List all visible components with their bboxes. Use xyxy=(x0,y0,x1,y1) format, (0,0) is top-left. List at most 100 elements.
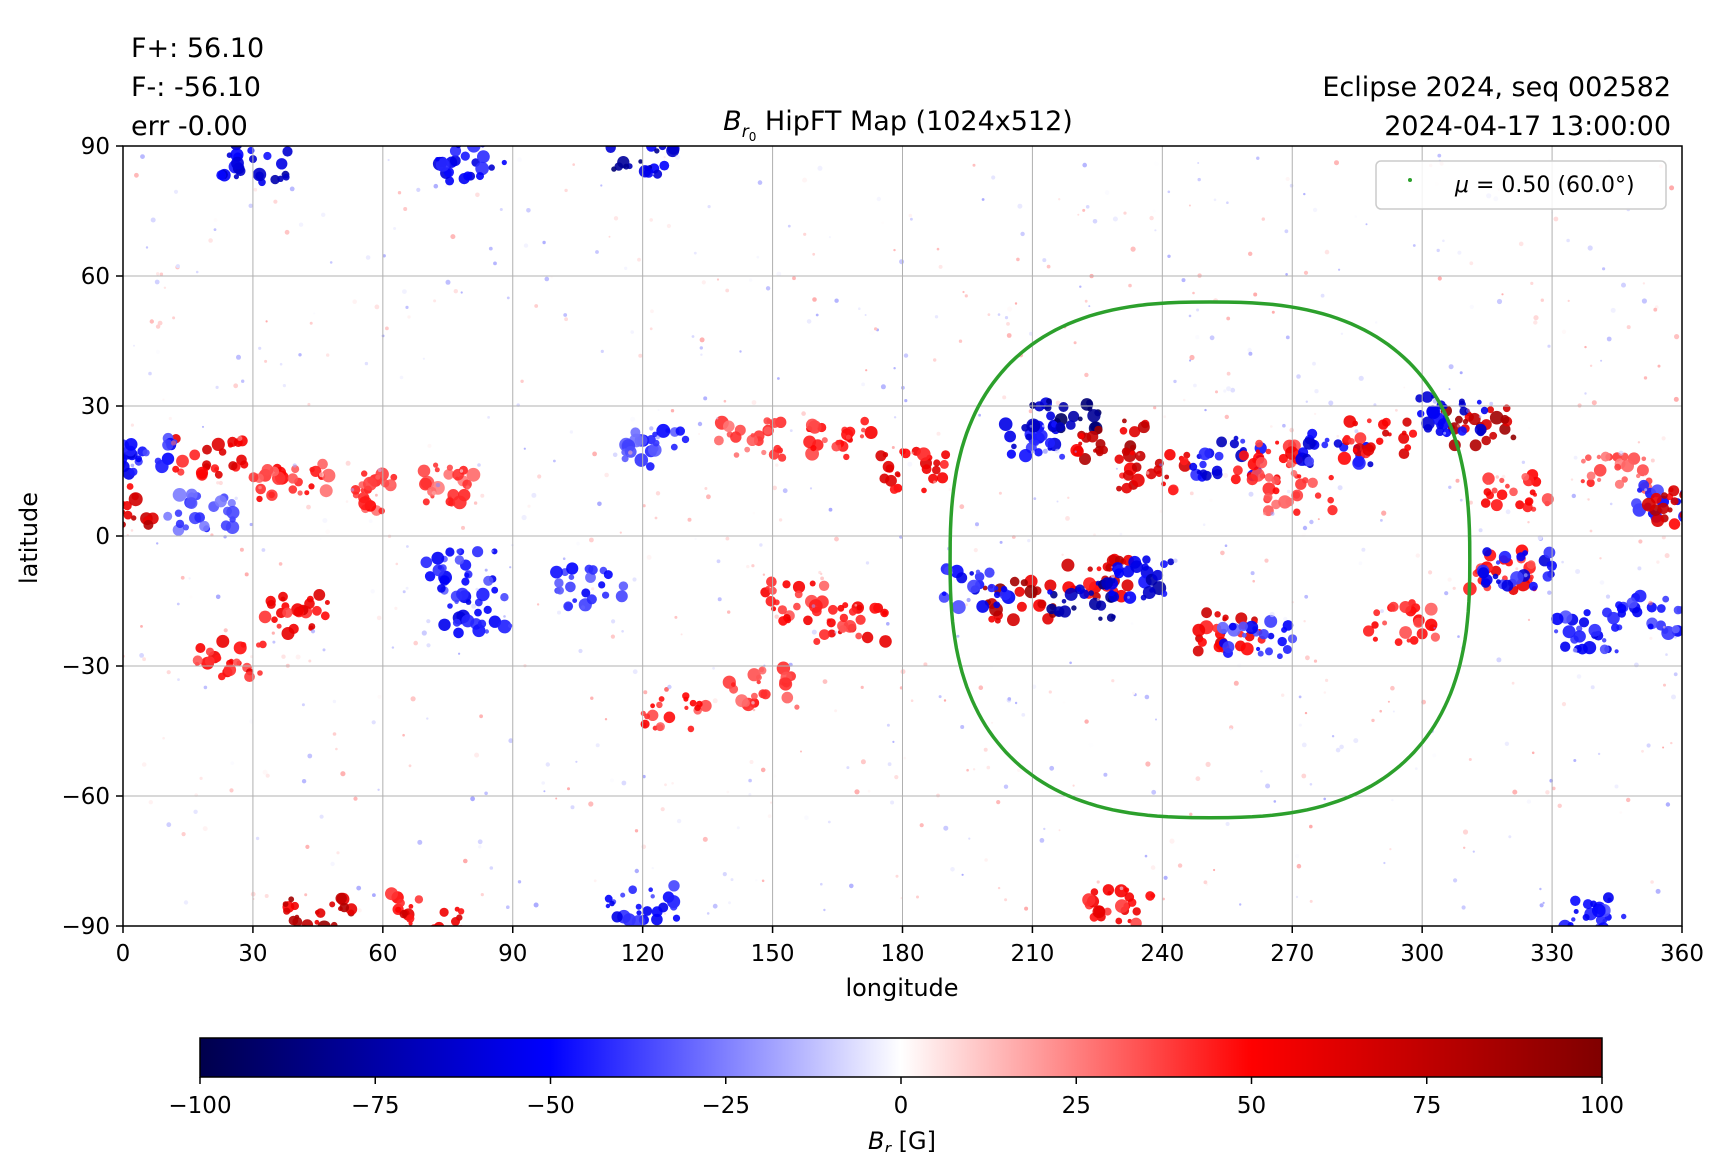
field-blob xyxy=(1413,617,1424,628)
speckle-dot xyxy=(1074,450,1077,453)
field-blob xyxy=(483,575,494,586)
speckle-dot xyxy=(1033,497,1037,500)
field-blob xyxy=(1399,601,1412,613)
speckle-dot xyxy=(1334,160,1339,166)
field-blob xyxy=(461,577,470,586)
speckle-dot xyxy=(757,180,763,185)
speckle-dot xyxy=(1088,305,1091,308)
speckle-dot xyxy=(1674,636,1677,639)
speckle-dot xyxy=(1469,304,1475,309)
field-blob xyxy=(684,705,689,711)
field-blob xyxy=(449,146,462,157)
field-blob xyxy=(185,488,198,501)
field-blob xyxy=(108,500,120,512)
speckle-dot xyxy=(1501,474,1506,479)
speckle-dot xyxy=(1634,662,1639,668)
speckle-dot xyxy=(223,628,228,633)
field-blob xyxy=(1621,459,1634,473)
speckle-dot xyxy=(301,779,307,784)
field-blob xyxy=(1354,432,1367,445)
speckle-dot xyxy=(1006,322,1010,326)
speckle-dot xyxy=(1648,600,1653,606)
field-blob xyxy=(1129,426,1141,438)
speckle-dot xyxy=(1230,387,1236,393)
speckle-dot xyxy=(202,826,208,832)
speckle-dot xyxy=(427,443,432,448)
field-blob xyxy=(1417,410,1425,418)
field-blob xyxy=(154,457,162,465)
speckle-dot xyxy=(1314,389,1319,394)
speckle-dot xyxy=(1478,415,1482,418)
field-blob xyxy=(301,919,314,926)
speckle-dot xyxy=(608,235,611,238)
speckle-dot xyxy=(335,747,338,751)
field-blob xyxy=(290,901,299,911)
field-blob xyxy=(1000,585,1008,593)
speckle-dot xyxy=(811,629,817,635)
field-blob xyxy=(1500,414,1510,424)
field-blob xyxy=(1596,454,1602,460)
speckle-dot xyxy=(776,271,782,277)
field-blob xyxy=(1616,603,1627,614)
field-blob xyxy=(605,903,611,909)
speckle-dot xyxy=(860,759,866,765)
field-blob xyxy=(216,170,227,181)
speckle-dot xyxy=(649,218,653,222)
field-blob xyxy=(192,655,203,666)
field-blob xyxy=(967,579,981,594)
field-blob xyxy=(621,455,629,463)
speckle-dot xyxy=(1600,359,1603,362)
field-blob xyxy=(189,449,201,461)
speckle-dot xyxy=(258,346,262,350)
field-blob xyxy=(1481,435,1491,446)
speckle-dot xyxy=(752,708,756,712)
field-region xyxy=(192,634,267,682)
speckle-dot xyxy=(1082,208,1086,212)
field-blob xyxy=(1036,429,1048,442)
field-blob xyxy=(421,928,432,939)
speckle-dot xyxy=(828,236,832,239)
speckle-dot xyxy=(408,764,412,768)
field-blob xyxy=(500,593,509,602)
speckle-dot xyxy=(1153,406,1157,410)
y-tick-label: 90 xyxy=(81,134,110,160)
speckle-dot xyxy=(962,290,965,294)
speckle-dot xyxy=(1084,719,1089,724)
field-blob xyxy=(1137,421,1150,434)
speckle-dot xyxy=(1155,718,1157,721)
speckle-dot xyxy=(1204,408,1207,412)
speckle-dot xyxy=(1646,743,1651,748)
field-region xyxy=(714,415,787,462)
field-blob xyxy=(1621,476,1628,483)
speckle-dot xyxy=(1269,611,1275,618)
field-blob xyxy=(1214,611,1221,618)
speckle-dot xyxy=(632,669,638,675)
speckle-dot xyxy=(772,485,777,491)
speckle-dot xyxy=(1027,538,1031,543)
field-blob xyxy=(1024,574,1038,588)
field-blob xyxy=(1455,415,1463,424)
speckle-dot xyxy=(230,761,235,765)
field-region xyxy=(604,880,681,926)
speckle-dot xyxy=(1403,386,1406,389)
field-blob xyxy=(921,464,932,475)
speckle-dot xyxy=(488,246,493,251)
field-blob xyxy=(472,546,484,558)
speckle-dot xyxy=(499,208,503,211)
field-blob xyxy=(821,437,828,444)
speckle-dot xyxy=(1154,229,1157,232)
speckle-dot xyxy=(1602,267,1606,271)
field-blob xyxy=(869,602,881,614)
field-blob xyxy=(474,608,482,617)
chart-title: Br0 HipFT Map (1024x512) xyxy=(723,106,1073,144)
speckle-dot xyxy=(817,165,823,171)
field-blob xyxy=(1244,631,1255,642)
speckle-dot xyxy=(458,652,461,655)
field-blob xyxy=(1216,621,1229,634)
speckle-dot xyxy=(933,480,937,484)
field-blob xyxy=(1142,586,1156,599)
speckle-dot xyxy=(1571,493,1577,499)
field-region xyxy=(319,467,398,516)
speckle-dot xyxy=(1527,426,1531,430)
field-blob xyxy=(399,909,408,919)
